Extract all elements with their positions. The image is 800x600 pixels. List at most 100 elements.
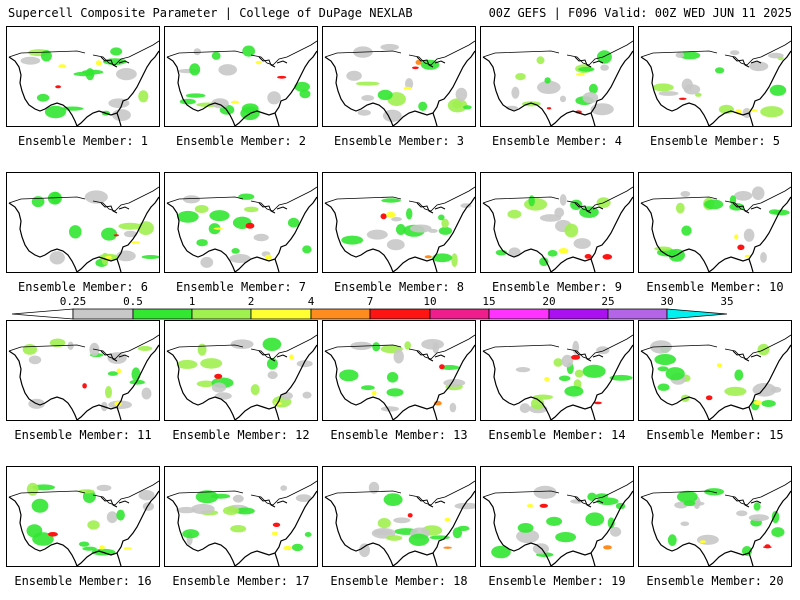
great-lakes	[100, 202, 130, 214]
ensemble-member-map	[480, 172, 634, 273]
scp-contour-fill	[537, 80, 561, 94]
scp-contour-fill	[761, 400, 776, 407]
scp-high-core	[764, 544, 771, 549]
us-canada-border	[8, 186, 159, 212]
scp-contour-fill	[443, 379, 466, 387]
scp-contour-fill	[574, 369, 584, 378]
coastline	[324, 196, 475, 272]
ensemble-member-label: Ensemble Member: 20	[646, 574, 784, 588]
ensemble-member-map	[638, 26, 792, 127]
scp-contour-fill	[368, 481, 380, 494]
scp-contour-fill	[753, 502, 761, 511]
scp-contour-fill	[110, 47, 123, 56]
colorbar-tick-label: 0.25	[59, 295, 87, 308]
scp-contour-fill	[683, 84, 701, 95]
map-title: Supercell Composite Parameter | College …	[8, 6, 413, 20]
scp-high-core	[82, 383, 87, 389]
scp-contour-fill	[341, 235, 364, 245]
scp-high-core	[593, 401, 602, 405]
scp-map-plot	[166, 334, 317, 420]
colorbar-tick-label: 0.5	[123, 295, 143, 308]
scp-contour-fill	[211, 51, 221, 60]
scp-contour-fill	[749, 61, 769, 72]
scp-high-core	[272, 522, 281, 527]
coastline	[590, 112, 596, 126]
scp-contour-fill	[302, 391, 312, 399]
scp-contour-fill	[432, 253, 453, 263]
colorbar-tick-label: 25	[601, 295, 615, 308]
coastline	[274, 552, 280, 566]
scp-contour-fill	[380, 406, 399, 412]
scp-contour-fill	[573, 238, 591, 249]
scp-map-plot	[482, 334, 633, 420]
coastline	[116, 112, 122, 126]
scp-contour-fill	[585, 512, 605, 526]
ensemble-member-map	[6, 26, 160, 127]
us-canada-border	[482, 480, 633, 506]
scp-contour-fill	[405, 78, 414, 90]
scp-contour-fill	[195, 490, 219, 504]
ensemble-member-label: Ensemble Member: 11	[14, 428, 152, 442]
scp-map-plot	[324, 186, 475, 272]
scp-map-plot	[324, 334, 475, 420]
us-canada-border	[324, 480, 475, 506]
scp-contour-fill	[32, 532, 54, 546]
scp-contour-fill	[734, 369, 744, 381]
scp-contour-fill	[382, 109, 402, 123]
colorbar-segment	[548, 308, 609, 320]
scp-contour-fill	[131, 367, 141, 381]
scp-contour-fill	[675, 52, 685, 58]
ensemble-member-map	[480, 466, 634, 567]
scp-high-core	[271, 531, 278, 536]
coastline	[432, 552, 438, 566]
scp-contour-fill	[609, 374, 633, 381]
colorbar-segment	[12, 308, 74, 320]
scp-contour-fill	[771, 527, 785, 538]
coastline	[590, 258, 596, 272]
scp-contour-fill	[516, 529, 540, 544]
scp-high-core	[571, 354, 581, 360]
scp-contour-fill	[578, 66, 595, 72]
scp-contour-fill	[31, 498, 49, 513]
scp-high-core	[539, 503, 548, 508]
colorbar-segment	[369, 308, 431, 320]
scp-contour-fill	[676, 490, 698, 503]
scp-map-plot	[8, 186, 159, 272]
scp-contour-fill	[380, 43, 399, 51]
scp-contour-fill	[528, 195, 535, 207]
scp-contour-fill	[179, 98, 196, 105]
ensemble-member-map	[480, 320, 634, 421]
scp-contour-fill	[590, 103, 614, 116]
scp-high-core	[403, 86, 412, 90]
scp-contour-fill	[361, 385, 375, 391]
scp-map-plot	[8, 334, 159, 420]
ensemble-member-label: Ensemble Member: 10	[646, 280, 784, 294]
coastline	[640, 490, 791, 566]
us-canada-border	[166, 480, 317, 506]
ensemble-member-label: Ensemble Member: 16	[14, 574, 152, 588]
scp-high-core	[737, 244, 745, 251]
colorbar-segment	[310, 308, 371, 320]
colorbar-segment	[191, 308, 252, 320]
scp-contour-fill	[393, 517, 411, 524]
scp-contour-fill	[454, 502, 475, 510]
scp-high-core	[526, 504, 534, 508]
scp-contour-fill	[266, 358, 278, 370]
scp-contour-fill	[596, 50, 612, 64]
scp-high-core	[99, 545, 105, 550]
scp-contour-fill	[142, 502, 154, 511]
scp-high-core	[277, 75, 287, 79]
scp-high-core	[255, 60, 262, 65]
scp-contour-fill	[124, 230, 138, 238]
scp-contour-fill	[393, 349, 404, 364]
us-canada-border	[166, 334, 317, 360]
scp-high-core	[407, 513, 413, 518]
scp-contour-fill	[408, 533, 430, 546]
us-canada-border	[640, 40, 791, 66]
scp-contour-fill	[73, 71, 95, 77]
scp-high-core	[116, 368, 122, 374]
scp-contour-fill	[209, 210, 230, 222]
scp-contour-fill	[78, 489, 95, 494]
scp-contour-fill	[395, 224, 406, 235]
ensemble-member-label: Ensemble Member: 4	[491, 134, 623, 148]
